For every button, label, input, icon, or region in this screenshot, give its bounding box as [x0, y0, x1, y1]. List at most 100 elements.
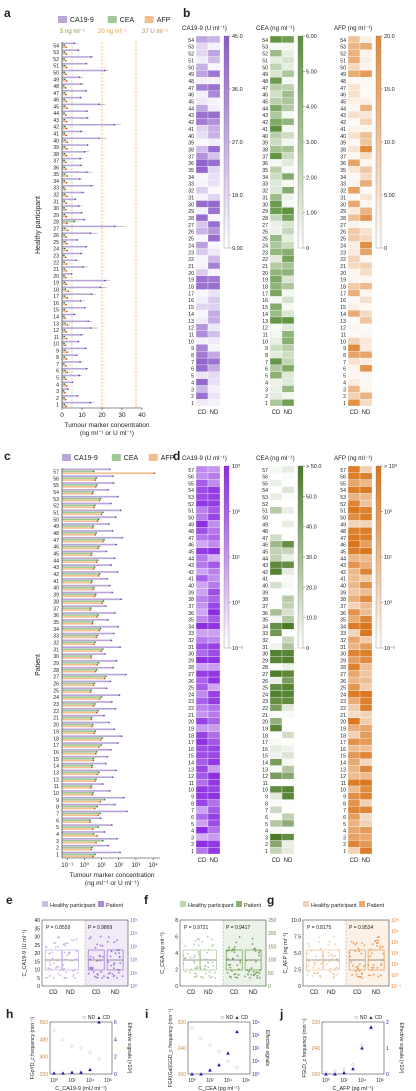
heatmap-cell [195, 806, 209, 814]
heatmap-cell [359, 309, 373, 318]
point [64, 240, 66, 243]
bar-CA19-9-54 [62, 489, 109, 491]
point [67, 229, 69, 231]
y-axis-label: C_CEA (ng ml⁻¹) [160, 932, 166, 974]
heatmap-cell [195, 486, 209, 494]
tick-label-y-right: 10³ [130, 944, 138, 950]
heatmap-cell [347, 371, 361, 379]
point [118, 969, 121, 972]
tick-label-y: 22 [53, 709, 59, 715]
point [118, 949, 121, 951]
tick-label-y: 23 [53, 702, 59, 708]
point [90, 848, 92, 851]
heatmap-row-label: 14 [262, 312, 268, 318]
heatmap-cell [269, 303, 283, 311]
heatmap-row-label: 7 [191, 808, 194, 814]
heatmap-cell [347, 227, 361, 235]
tick-label-y-right: 10⁻¹ [391, 984, 401, 990]
point [92, 684, 95, 687]
heatmap-cell [347, 493, 361, 501]
heatmap-cell [359, 778, 373, 787]
tick-label-x: 10⁶ [376, 1078, 384, 1084]
bar-AFP-33 [62, 188, 66, 191]
heatmap-cell [281, 337, 295, 345]
point [91, 620, 94, 623]
point [63, 71, 66, 74]
bar-CA19-9-7 [62, 361, 81, 363]
bar-CEA-5 [62, 826, 99, 828]
tick-label-x: 10⁴ [358, 1078, 366, 1084]
tick-label-y: 30 [34, 935, 40, 941]
y-axis-label: C_AFP (ng ml⁻¹) [283, 932, 289, 973]
point [65, 263, 68, 265]
bar-AFP-40 [62, 141, 68, 143]
heatmap-cell [281, 296, 295, 304]
heatmap-cell [195, 316, 209, 324]
heatmap-row-label: 39 [262, 141, 268, 147]
bar-CEA-34 [62, 627, 101, 630]
heatmap-row-label: 23 [188, 699, 194, 705]
heatmap-cell [207, 213, 221, 222]
point [65, 971, 68, 974]
tick-label-y-right: 50 [268, 971, 274, 977]
point [203, 958, 206, 961]
heatmap-cell [207, 172, 221, 181]
point [89, 401, 92, 404]
point-cd [217, 1063, 221, 1067]
bar-AFP-1 [62, 855, 94, 858]
point [78, 374, 80, 377]
heatmap-cell [347, 670, 361, 678]
heatmap-cell [207, 513, 221, 521]
heatmap-row-label: 11 [189, 332, 194, 338]
point [363, 965, 365, 967]
bar-CA19-9-23 [62, 252, 81, 255]
point-nd: ☆ [207, 1042, 212, 1049]
heatmap-row-label: 12 [340, 326, 346, 332]
bar-CEA-45 [62, 105, 65, 108]
heatmap-cell [195, 574, 209, 582]
heatmap-row-label: 14 [340, 761, 346, 767]
heatmap-row-label: 26 [340, 679, 346, 685]
point [64, 64, 66, 67]
tick-label-y: 240 [312, 1046, 321, 1052]
heatmap-row-label: 17 [188, 291, 194, 297]
tick-label-y: 21 [53, 716, 59, 722]
heatmap-cell [359, 704, 373, 712]
heatmap-row-label: 33 [340, 631, 346, 637]
heatmap-row-label: 23 [340, 250, 346, 256]
point [97, 709, 99, 712]
chart-j: ☆ ND ▲ CD☆☆☆☆☆☆10⁰10²10⁴10⁶160240320012C… [302, 1015, 404, 1091]
legend-swatch-healthy [42, 901, 48, 907]
point [254, 947, 256, 950]
bar-AFP-5 [62, 828, 93, 830]
heatmap-cell [195, 744, 209, 753]
point [359, 975, 362, 978]
heatmap-row-label: 47 [188, 536, 194, 542]
heatmap-cell [347, 744, 361, 753]
bar-CEA-21 [62, 716, 92, 719]
heatmap-cell [269, 479, 283, 487]
point [212, 965, 215, 967]
tick-label-y: 2 [56, 846, 59, 852]
point [197, 953, 200, 956]
heatmap-row-label: 23 [262, 699, 268, 705]
point [67, 290, 69, 292]
point [256, 976, 259, 979]
heatmap-cell [195, 527, 209, 535]
bar-CEA-20 [62, 723, 93, 726]
bar-CEA-28 [62, 220, 75, 223]
heatmap-row-label: 34 [262, 175, 268, 181]
heatmap-cell [281, 303, 295, 311]
point [319, 947, 322, 950]
point [93, 506, 95, 509]
point [91, 967, 94, 970]
point [99, 959, 101, 962]
point [228, 949, 230, 952]
heatmap-row-label: 22 [340, 706, 346, 712]
heatmap-cell [359, 282, 373, 290]
tick-label-y: 9 [56, 798, 59, 804]
heatmap-row-label: 35 [188, 618, 194, 624]
point [313, 961, 316, 964]
heatmap-row-label: 34 [340, 175, 346, 181]
heatmap-cell [347, 608, 361, 616]
